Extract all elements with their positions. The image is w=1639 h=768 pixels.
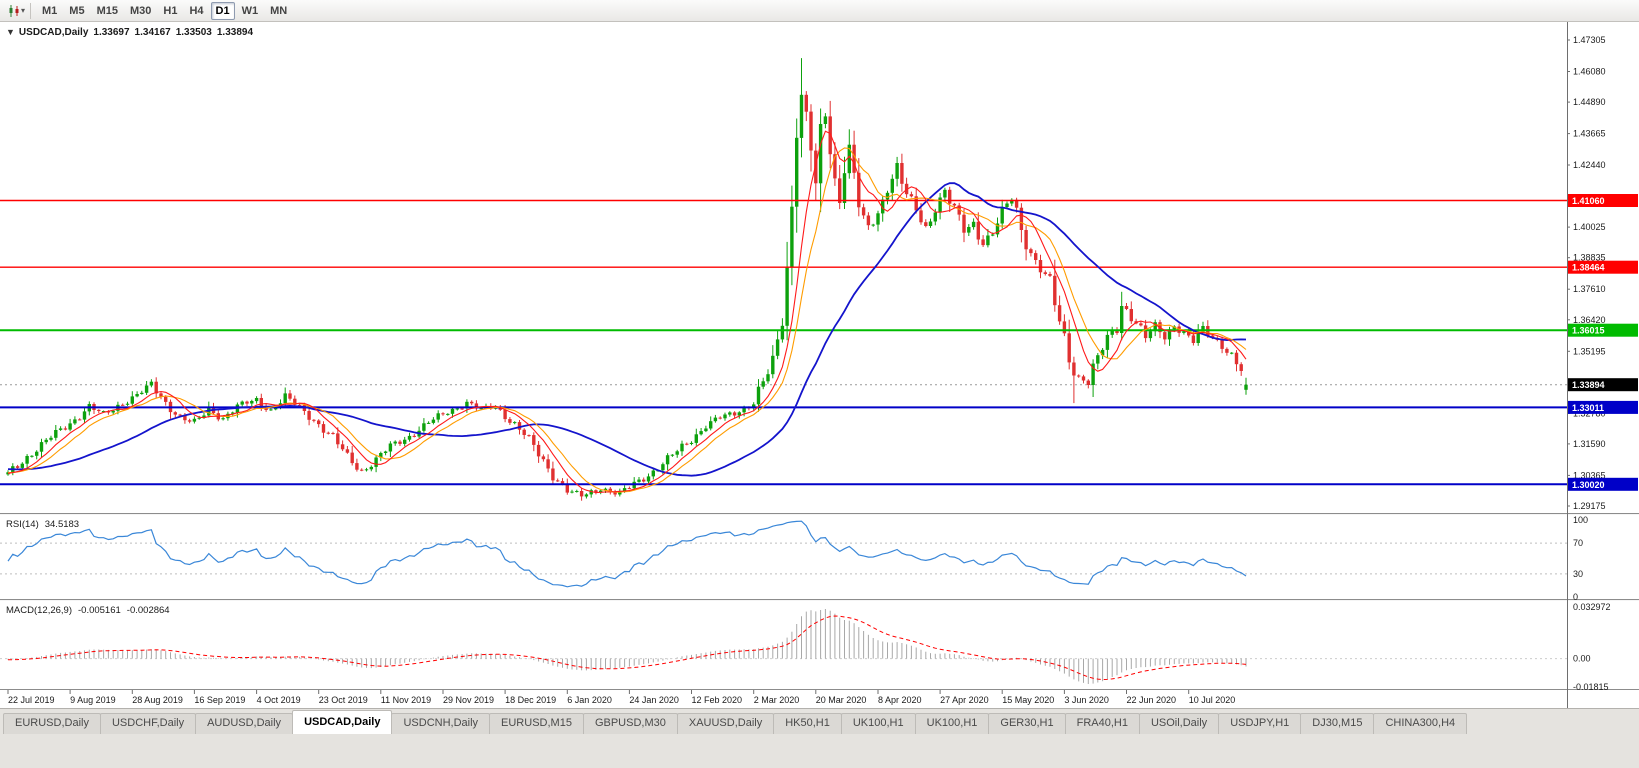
tf-button-w1[interactable]: W1 [241, 4, 259, 17]
tf-button-m30[interactable]: M30 [129, 4, 152, 17]
timeframe-toolbar: ▾ M1 M5 M15 M30 H1 H4 D1 W1 MN [0, 0, 1639, 22]
svg-text:10 Jul 2020: 10 Jul 2020 [1189, 695, 1236, 705]
svg-text:4 Oct 2019: 4 Oct 2019 [257, 695, 301, 705]
svg-text:27 Apr 2020: 27 Apr 2020 [940, 695, 989, 705]
tf-button-h4[interactable]: H4 [189, 4, 204, 17]
macd-panel [0, 609, 1567, 684]
svg-text:1.30365: 1.30365 [1573, 470, 1606, 480]
candlestick-chart-icon[interactable] [4, 2, 24, 20]
svg-text:0.00: 0.00 [1573, 654, 1591, 664]
ma-mid-line [7, 147, 1247, 493]
tab-audusd-daily[interactable]: AUDUSD,Daily [195, 713, 294, 734]
tab-usdcnh-daily[interactable]: USDCNH,Daily [391, 713, 491, 734]
svg-text:22 Jun 2020: 22 Jun 2020 [1127, 695, 1177, 705]
svg-text:8 Apr 2020: 8 Apr 2020 [878, 695, 922, 705]
svg-text:1.43665: 1.43665 [1573, 129, 1606, 139]
tab-eurusd-m15[interactable]: EURUSD,M15 [489, 713, 584, 734]
svg-text:1.42440: 1.42440 [1573, 160, 1606, 170]
svg-text:70: 70 [1573, 538, 1583, 548]
svg-text:6 Jan 2020: 6 Jan 2020 [567, 695, 612, 705]
svg-text:9 Aug 2019: 9 Aug 2019 [70, 695, 116, 705]
svg-text:1.33011: 1.33011 [1572, 403, 1604, 413]
tab-usdcad-daily[interactable]: USDCAD,Daily [292, 710, 393, 734]
tf-button-m1[interactable]: M1 [42, 4, 58, 17]
svg-text:1.40025: 1.40025 [1573, 222, 1606, 232]
svg-text:22 Jul 2019: 22 Jul 2019 [8, 695, 55, 705]
svg-text:1.36015: 1.36015 [1572, 326, 1605, 336]
toolbar-separator [30, 2, 32, 19]
svg-text:1.37610: 1.37610 [1573, 284, 1606, 294]
bottom-tabs: EURUSD,Daily USDCHF,Daily AUDUSD,Daily USDC… [0, 708, 1639, 734]
svg-text:18 Dec 2019: 18 Dec 2019 [505, 695, 556, 705]
rsi-panel [0, 520, 1567, 588]
tab-xauusd-daily[interactable]: XAUUSD,Daily [676, 713, 775, 734]
tab-uk100-h1[interactable]: UK100,H1 [840, 713, 916, 734]
svg-text:3 Jun 2020: 3 Jun 2020 [1064, 695, 1109, 705]
tab-gbpusd-m30[interactable]: GBPUSD,M30 [582, 713, 678, 734]
svg-text:23 Oct 2019: 23 Oct 2019 [319, 695, 368, 705]
svg-text:1.35195: 1.35195 [1573, 346, 1606, 356]
tab-usdchf-daily[interactable]: USDCHF,Daily [99, 713, 197, 734]
ma-slow-line [7, 182, 1247, 477]
chart-canvas[interactable]: 1.47305 1.46080 1.44890 1.43665 1.42440 1.400… [0, 22, 1639, 708]
svg-text:1.36420: 1.36420 [1573, 315, 1606, 325]
svg-text:0: 0 [1573, 592, 1578, 602]
svg-text:16 Sep 2019: 16 Sep 2019 [194, 695, 245, 705]
time-axis[interactable]: 22 Jul 2019 9 Aug 2019 28 Aug 2019 16 Sep 2… [7, 690, 1236, 705]
tf-button-m15[interactable]: M15 [96, 4, 118, 17]
svg-text:24 Jan 2020: 24 Jan 2020 [629, 695, 679, 705]
svg-text:1.30020: 1.30020 [1572, 480, 1605, 490]
svg-text:28 Aug 2019: 28 Aug 2019 [132, 695, 183, 705]
tab-usdjpy-h1[interactable]: USDJPY,H1 [1218, 713, 1302, 734]
ma-fast-line [7, 130, 1247, 494]
tf-button-h1[interactable]: H1 [163, 4, 178, 17]
svg-text:12 Feb 2020: 12 Feb 2020 [692, 695, 743, 705]
tf-button-d1[interactable]: D1 [210, 1, 235, 20]
svg-text:100: 100 [1573, 515, 1588, 525]
svg-text:2 Mar 2020: 2 Mar 2020 [754, 695, 800, 705]
svg-text:29 Nov 2019: 29 Nov 2019 [443, 695, 494, 705]
svg-text:1.46080: 1.46080 [1573, 67, 1606, 77]
tab-china300-h4[interactable]: CHINA300,H4 [1373, 713, 1468, 734]
svg-text:1.41060: 1.41060 [1572, 196, 1605, 206]
svg-text:1.38464: 1.38464 [1572, 263, 1605, 273]
svg-text:1.31590: 1.31590 [1573, 439, 1606, 449]
tab-usoil-daily[interactable]: USOil,Daily [1138, 713, 1220, 734]
tab-hk50-h1[interactable]: HK50,H1 [773, 713, 842, 734]
svg-text:15 May 2020: 15 May 2020 [1002, 695, 1054, 705]
svg-text:0.032972: 0.032972 [1573, 602, 1611, 612]
tf-button-mn[interactable]: MN [270, 4, 288, 17]
svg-text:1.38835: 1.38835 [1573, 253, 1606, 263]
svg-text:20 Mar 2020: 20 Mar 2020 [816, 695, 867, 705]
dropdown-caret-icon[interactable]: ▾ [21, 6, 26, 15]
panel-separators[interactable] [0, 513, 1639, 690]
svg-text:1.29175: 1.29175 [1573, 501, 1606, 511]
tab-dj30-m15[interactable]: DJ30,M15 [1300, 713, 1375, 734]
tf-button-m5[interactable]: M5 [69, 4, 85, 17]
price-axis[interactable]: 1.47305 1.46080 1.44890 1.43665 1.42440 1.400… [1567, 22, 1638, 708]
candlestick-chart-glyph [9, 4, 19, 17]
tab-fra40-h1[interactable]: FRA40,H1 [1064, 713, 1140, 734]
tab-ger30-h1[interactable]: GER30,H1 [988, 713, 1066, 734]
svg-text:11 Nov 2019: 11 Nov 2019 [381, 695, 431, 705]
timeframe-buttons: M1 M5 M15 M30 H1 H4 D1 W1 MN [36, 1, 293, 20]
tab-eurusd-daily[interactable]: EURUSD,Daily [3, 713, 101, 734]
svg-text:1.44890: 1.44890 [1573, 97, 1606, 107]
svg-text:30: 30 [1573, 569, 1583, 579]
svg-text:1.47305: 1.47305 [1573, 35, 1606, 45]
status-strip [0, 734, 1639, 768]
tab-uk100-h1[interactable]: UK100,H1 [914, 713, 990, 734]
candles [6, 58, 1248, 501]
svg-text:-0.01815: -0.01815 [1573, 682, 1609, 692]
svg-text:1.33894: 1.33894 [1572, 380, 1605, 390]
